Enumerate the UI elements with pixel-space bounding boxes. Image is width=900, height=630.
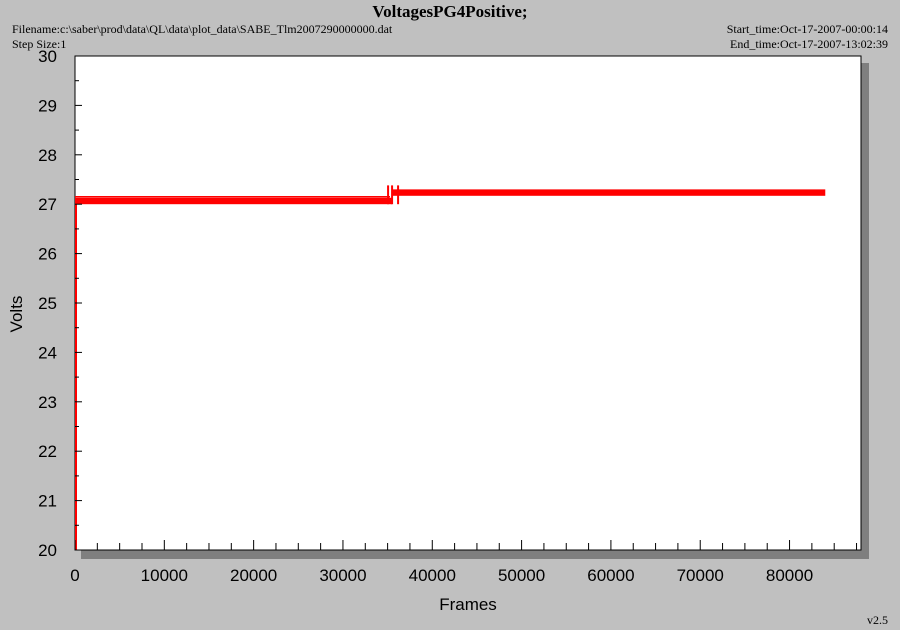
y-tick-label: 24: [38, 343, 57, 362]
y-tick-label: 23: [38, 393, 57, 412]
filename-label: Filename:: [12, 22, 60, 36]
x-tick-label: 80000: [766, 566, 813, 585]
series-layer: [75, 185, 826, 550]
start-time-label: Start_time:: [726, 22, 781, 36]
x-tick-label: 20000: [230, 566, 277, 585]
end-time-line: End_time:Oct-17-2007-13:02:39: [730, 37, 888, 52]
x-tick-label: 50000: [498, 566, 545, 585]
end-time-value: Oct-17-2007-13:02:39: [780, 37, 888, 51]
ticks-layer: 20 21 22 23 24 25 26 27 28 29 30 0 10000 20000 30000 40…: [38, 47, 858, 585]
x-tick-label: 70000: [677, 566, 724, 585]
series-band-0: [75, 197, 393, 205]
x-tick-label: 40000: [409, 566, 456, 585]
y-tick-label: 29: [38, 96, 57, 115]
y-tick-label: 28: [38, 146, 57, 165]
x-tick-label: 60000: [587, 566, 634, 585]
step-size-line: Step Size:1: [12, 37, 66, 52]
y-tick-label: 26: [38, 245, 57, 264]
version-label: v2.5: [867, 613, 888, 627]
y-tick-label: 21: [38, 492, 57, 511]
end-time-label: End_time:: [730, 37, 781, 51]
y-tick-label: 30: [38, 47, 57, 66]
series-band-1: [392, 189, 826, 196]
chart-title: VoltagesPG4Positive;: [372, 2, 528, 21]
y-axis-label: Volts: [7, 296, 26, 333]
start-time-line: Start_time:Oct-17-2007-00:00:14: [727, 22, 888, 37]
plot-area: [74, 55, 862, 551]
y-tick-label: 27: [38, 195, 57, 214]
x-tick-label: 30000: [319, 566, 366, 585]
y-tick-label: 25: [38, 294, 57, 313]
filename-value: c:\saber\prod\data\QL\data\plot_data\SAB…: [60, 22, 393, 36]
step-size-value: 1: [60, 37, 67, 51]
start-time-value: Oct-17-2007-00:00:14: [780, 22, 888, 36]
x-axis-label: Frames: [439, 595, 497, 614]
x-tick-label: 10000: [141, 566, 188, 585]
step-size-label: Step Size:: [12, 37, 61, 51]
filename-line: Filename:c:\saber\prod\data\QL\data\plot…: [12, 22, 392, 37]
x-tick-label: 0: [70, 566, 79, 585]
y-tick-label: 22: [38, 442, 57, 461]
y-tick-label: 20: [38, 541, 57, 560]
